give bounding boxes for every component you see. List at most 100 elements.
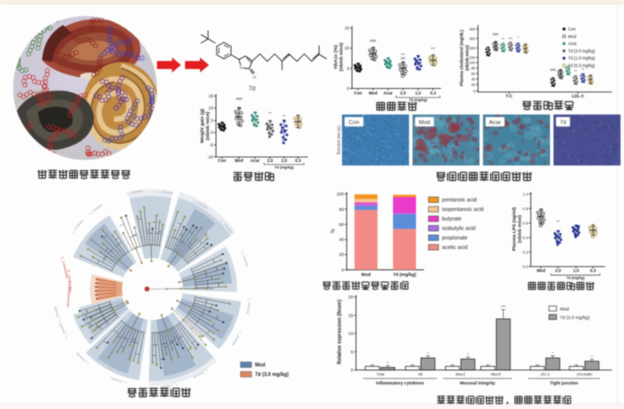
svg-text:40: 40: [339, 237, 344, 242]
svg-text:Relative expression (Ileum): Relative expression (Ileum): [337, 299, 343, 364]
svg-text:***: ***: [431, 47, 436, 51]
svg-text:300: 300: [469, 37, 475, 41]
svg-text:2.0: 2.0: [400, 90, 406, 95]
svg-text:Mod: Mod: [255, 363, 265, 369]
svg-text:1.0: 1.0: [523, 191, 529, 196]
svg-text:20: 20: [348, 295, 353, 300]
svg-text:**: **: [502, 38, 505, 42]
svg-text:(ob/ob mice): (ob/ob mice): [517, 215, 522, 243]
svg-text:Con: Con: [354, 90, 363, 95]
svg-text:Con: Con: [218, 158, 227, 163]
svg-text:80: 80: [471, 66, 475, 70]
svg-text:2.0: 2.0: [267, 158, 273, 163]
svg-text:O: O: [240, 65, 243, 70]
svg-text:100: 100: [469, 56, 475, 60]
svg-text:###: ###: [550, 68, 556, 72]
svg-text:(ob/ob mice): (ob/ob mice): [339, 42, 345, 71]
svg-text:c__Clostridia: c__Clostridia: [192, 368, 208, 380]
svg-text:acetic acid: acetic acid: [442, 245, 467, 251]
svg-text:2.0: 2.0: [555, 268, 561, 273]
svg-text:Mod: Mod: [235, 158, 244, 163]
svg-text:7d (0.3 mg/kg): 7d (0.3 mg/kg): [568, 63, 596, 68]
svg-text:Muc5: Muc5: [491, 372, 502, 377]
svg-text:80: 80: [339, 207, 344, 212]
svg-text:propionate: propionate: [442, 236, 467, 242]
svg-text:f__Lactobacillaceae: f__Lactobacillaceae: [66, 281, 72, 308]
svg-text:Il6: Il6: [418, 372, 423, 377]
svg-text:c__Clostridia: c__Clostridia: [127, 189, 144, 196]
svg-text:ZO-1: ZO-1: [540, 372, 550, 377]
svg-text:Plasma LPS (ng/ml): Plasma LPS (ng/ml): [512, 207, 517, 251]
svg-text:***: ***: [401, 53, 406, 57]
svg-text:Acar: Acar: [568, 41, 577, 46]
svg-text:HbA1c (%): HbA1c (%): [333, 45, 339, 69]
svg-text:100: 100: [469, 61, 475, 65]
svg-text:*: *: [552, 350, 554, 355]
svg-text:T-C: T-C: [506, 93, 513, 98]
svg-text:Acar: Acar: [489, 120, 501, 126]
svg-text:Tnfa: Tnfa: [376, 372, 385, 377]
svg-text:c__Clostridia: c__Clostridia: [110, 376, 127, 385]
svg-text:*: *: [517, 36, 519, 40]
svg-text:c__Clostridia: c__Clostridia: [157, 189, 174, 195]
svg-text:Inflammatory cytokines: Inflammatory cytokines: [376, 381, 425, 386]
svg-text:Con: Con: [568, 27, 576, 32]
svg-text:###: ###: [236, 97, 243, 101]
svg-text:7d (3.0 mg/kg): 7d (3.0 mg/kg): [568, 48, 596, 53]
svg-text:0.2: 0.2: [523, 249, 529, 254]
svg-text:c__Clostridia: c__Clostridia: [192, 198, 208, 210]
svg-text:0: 0: [347, 86, 350, 91]
svg-text:Mod: Mod: [537, 268, 546, 273]
svg-text:**: **: [557, 220, 560, 224]
svg-text:###: ###: [493, 33, 499, 37]
svg-text:*: *: [591, 354, 593, 359]
svg-text:*: *: [387, 360, 389, 365]
svg-text:**: **: [582, 68, 585, 72]
svg-text:%: %: [331, 228, 337, 233]
svg-text:Plasma cholesterol (mg/dL): Plasma cholesterol (mg/dL): [459, 29, 464, 86]
svg-text:0.8: 0.8: [523, 206, 529, 211]
svg-text:0.3: 0.3: [590, 268, 596, 273]
svg-text:LDL-C: LDL-C: [572, 93, 585, 98]
svg-text:Muc1: Muc1: [456, 372, 466, 377]
svg-text:200: 200: [469, 46, 475, 50]
svg-text:15: 15: [209, 94, 214, 99]
svg-text:**: **: [269, 112, 272, 116]
svg-text:c__Clostridia: c__Clostridia: [231, 330, 243, 346]
svg-text:**: **: [283, 114, 286, 118]
svg-text:40: 40: [471, 77, 475, 81]
svg-text:7d: 7d: [249, 87, 256, 93]
svg-text:7d: 7d: [560, 120, 566, 126]
svg-text:0: 0: [473, 89, 475, 93]
svg-text:##: ##: [401, 56, 406, 60]
svg-text:20: 20: [471, 83, 475, 87]
svg-text:O: O: [253, 75, 256, 80]
svg-text:Mod: Mod: [568, 34, 577, 39]
svg-text:Acar: Acar: [250, 158, 260, 163]
svg-text:0: 0: [211, 130, 214, 135]
svg-text:0: 0: [351, 368, 354, 373]
svg-text:15: 15: [348, 313, 353, 318]
svg-text:5: 5: [351, 349, 354, 354]
svg-text:Oil-red staining: Oil-red staining: [337, 126, 342, 156]
svg-text:1.0: 1.0: [281, 158, 287, 163]
svg-text:isopentanoic acid: isopentanoic acid: [442, 207, 484, 213]
svg-text:***: ***: [501, 304, 506, 309]
svg-text:0.6: 0.6: [523, 220, 529, 225]
svg-text:7d (mg/kg): 7d (mg/kg): [409, 98, 428, 102]
svg-text:0.3: 0.3: [295, 158, 301, 163]
svg-text:Mod: Mod: [369, 90, 378, 95]
svg-text:Mod: Mod: [560, 306, 569, 311]
svg-text:Acar: Acar: [383, 90, 393, 95]
svg-text:7d (mg/kg): 7d (mg/kg): [393, 272, 417, 277]
svg-text:Mod: Mod: [419, 120, 430, 126]
svg-text:0.4: 0.4: [523, 235, 529, 240]
svg-text:(ob/ob mice): (ob/ob mice): [465, 45, 470, 71]
svg-text:15: 15: [345, 26, 350, 31]
svg-text:60: 60: [471, 72, 475, 76]
svg-text:c__Clostridia: c__Clostridia: [241, 250, 250, 267]
svg-text:400: 400: [469, 27, 475, 31]
svg-text:5: 5: [211, 118, 214, 123]
svg-text:**: **: [574, 70, 577, 74]
svg-text:0: 0: [341, 267, 344, 272]
